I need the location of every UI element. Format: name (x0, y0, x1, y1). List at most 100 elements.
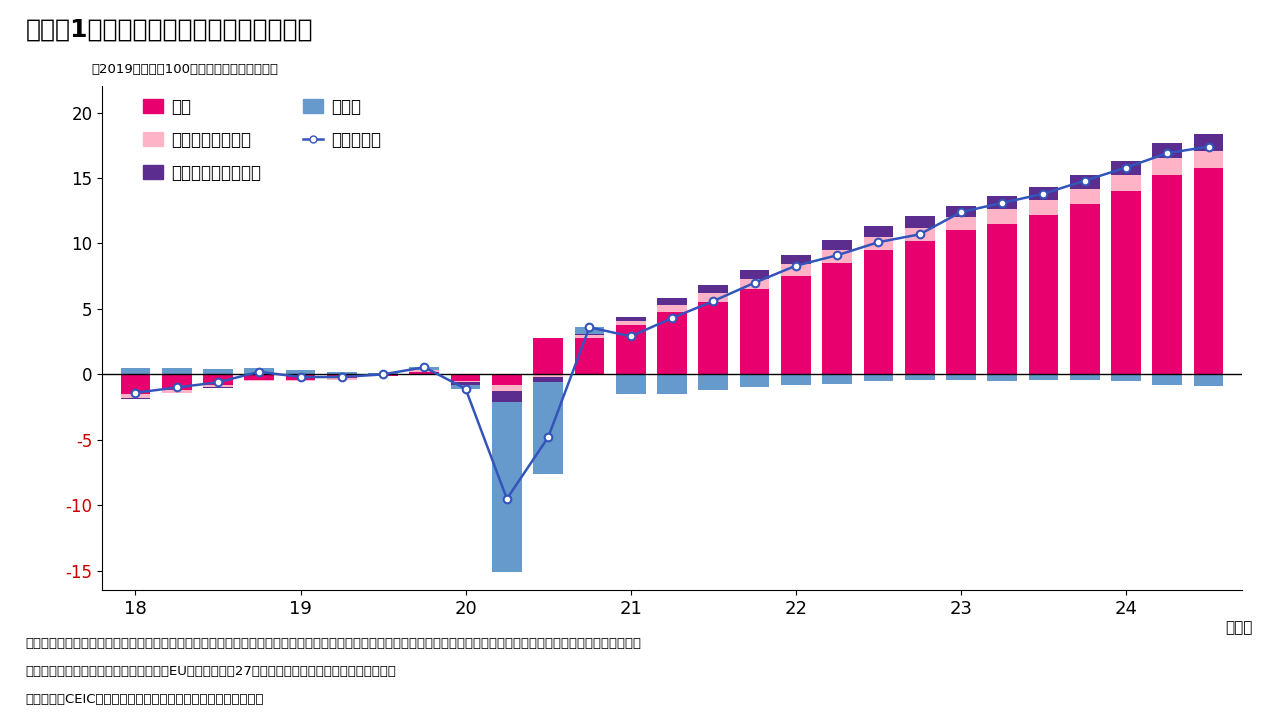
Bar (120, 368, 150, 374)
Bar (451, 381, 480, 382)
Bar (534, 377, 563, 382)
Bar (616, 325, 645, 374)
Bar (451, 385, 480, 389)
Bar (326, 378, 357, 379)
Bar (1070, 176, 1100, 189)
Bar (822, 374, 852, 384)
Bar (946, 230, 975, 374)
Bar (575, 334, 604, 335)
Text: （2019年平均＝100とし、そこからの変化）: （2019年平均＝100とし、そこからの変化） (91, 63, 278, 76)
Bar (987, 224, 1018, 374)
Bar (492, 392, 522, 402)
Bar (946, 217, 975, 230)
Bar (204, 374, 233, 385)
Bar (451, 374, 480, 381)
Bar (822, 250, 852, 263)
Bar (1029, 187, 1059, 200)
Bar (244, 368, 274, 374)
Bar (1152, 374, 1183, 385)
Bar (369, 373, 398, 374)
Bar (1111, 374, 1140, 381)
Bar (1029, 215, 1059, 374)
Bar (285, 374, 315, 379)
Bar (1029, 200, 1059, 215)
Bar (244, 374, 274, 379)
Text: （注）中国以外のアジアは、インド、韓国、台湾、インドネシア、タイ、マレーシア、フィリピン、シンガポール。アジア以外の新興国は、ブラジル、メキシコ、トルコ、: （注）中国以外のアジアは、インド、韓国、台湾、インドネシア、タイ、マレーシア、フ… (26, 637, 641, 650)
Bar (204, 369, 233, 374)
Bar (1152, 158, 1183, 176)
Bar (740, 270, 769, 279)
Text: （図表1）グローバル：鉱工業生産の推移: （図表1）グローバル：鉱工業生産の推移 (26, 18, 314, 42)
Bar (657, 374, 687, 394)
Bar (120, 394, 150, 398)
Bar (244, 379, 274, 381)
Bar (1194, 150, 1224, 168)
Bar (946, 374, 975, 379)
Bar (326, 372, 357, 374)
Bar (616, 317, 645, 320)
Legend: 中国, 中国以外のアジア, アジア以外の新興国, 先進国, グローバル: 中国, 中国以外のアジア, アジア以外の新興国, 先進国, グローバル (137, 91, 388, 189)
Bar (905, 216, 934, 228)
Bar (534, 338, 563, 374)
Bar (987, 197, 1018, 210)
Bar (1070, 189, 1100, 204)
Bar (369, 374, 398, 376)
Bar (410, 367, 439, 370)
Bar (1111, 161, 1140, 176)
Bar (699, 285, 728, 293)
Bar (492, 385, 522, 392)
Bar (740, 279, 769, 289)
Bar (864, 227, 893, 237)
Bar (1194, 374, 1224, 386)
Bar (492, 374, 522, 385)
Bar (161, 374, 192, 390)
Bar (326, 374, 357, 378)
Bar (699, 374, 728, 390)
Bar (781, 374, 810, 385)
Bar (451, 382, 480, 385)
Bar (905, 228, 934, 241)
Bar (822, 263, 852, 374)
Bar (1070, 204, 1100, 374)
Bar (781, 256, 810, 264)
Bar (1194, 133, 1224, 150)
Bar (740, 374, 769, 387)
Text: （出所）CEICよりインベスコ作成。一部はインベスコが推計: （出所）CEICよりインベスコ作成。一部はインベスコが推計 (26, 693, 264, 706)
Bar (285, 379, 315, 381)
Bar (534, 382, 563, 474)
Bar (285, 371, 315, 374)
Bar (1152, 143, 1183, 158)
Bar (657, 312, 687, 374)
Bar (822, 240, 852, 250)
Bar (987, 210, 1018, 224)
Bar (946, 205, 975, 217)
Bar (120, 374, 150, 394)
Bar (575, 328, 604, 334)
Bar (864, 250, 893, 374)
Bar (657, 299, 687, 305)
Bar (204, 385, 233, 387)
Bar (699, 293, 728, 302)
Bar (905, 241, 934, 374)
Bar (699, 302, 728, 374)
Text: ロシア、南アフリカ。先進国は、米国、EU（欧州連合）27カ国、日本、カナダ、オーストラリア。: ロシア、南アフリカ。先進国は、米国、EU（欧州連合）27カ国、日本、カナダ、オー… (26, 665, 397, 678)
Bar (616, 374, 645, 394)
Bar (1111, 176, 1140, 191)
Text: （年）: （年） (1226, 621, 1253, 636)
Bar (575, 338, 604, 374)
Bar (1070, 374, 1100, 379)
Bar (864, 374, 893, 381)
Bar (410, 372, 439, 374)
Bar (1111, 191, 1140, 374)
Bar (1194, 168, 1224, 374)
Bar (905, 374, 934, 379)
Bar (781, 276, 810, 374)
Bar (161, 390, 192, 392)
Bar (575, 335, 604, 338)
Bar (1152, 176, 1183, 374)
Bar (1029, 374, 1059, 379)
Bar (657, 305, 687, 312)
Bar (410, 371, 439, 372)
Bar (987, 374, 1018, 381)
Bar (161, 368, 192, 374)
